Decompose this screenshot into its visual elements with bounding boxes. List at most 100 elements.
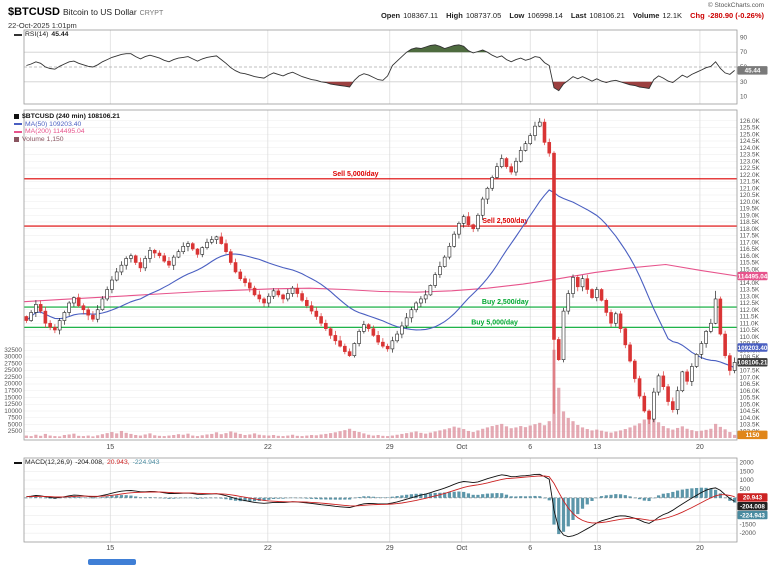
low-label: Low: [509, 11, 525, 20]
x-axis-label: 15: [106, 545, 115, 552]
svg-text:117.0K: 117.0K: [740, 239, 761, 246]
copyright: © StockCharts.com: [707, 2, 764, 9]
svg-text:7500: 7500: [8, 415, 23, 422]
volume-legend: Volume 1,150: [22, 136, 64, 144]
svg-text:30000: 30000: [4, 354, 22, 361]
macd-value: -204.008,: [75, 459, 104, 467]
svg-text:113.0K: 113.0K: [740, 293, 761, 300]
svg-text:115.0K: 115.0K: [740, 266, 761, 273]
svg-text:104.0K: 104.0K: [740, 415, 761, 422]
macd-hist-value: -224.943: [132, 459, 160, 467]
svg-text:123.0K: 123.0K: [740, 158, 761, 165]
axis-callout: [737, 510, 768, 520]
price-legend: $BTCUSD (240 min) 108106.21 MA(50) 10920…: [14, 113, 120, 143]
svg-text:105.0K: 105.0K: [740, 401, 761, 408]
last-label: Last: [570, 11, 587, 20]
volume-swatch: [14, 137, 19, 143]
svg-text:120.0K: 120.0K: [740, 199, 761, 206]
svg-text:109203.40: 109203.40: [738, 345, 768, 352]
x-axis-label: Oct: [456, 444, 468, 451]
volume-value: 12.1K: [662, 11, 683, 20]
svg-text:124.5K: 124.5K: [740, 138, 761, 145]
svg-text:124.0K: 124.0K: [740, 145, 761, 152]
signal-line-label: Buy 5,000/day: [471, 319, 518, 326]
svg-text:20000: 20000: [4, 381, 22, 388]
macd-line: [26, 473, 735, 538]
rsi-legend-name: RSI(14): [25, 31, 49, 39]
price-swatch: [14, 114, 19, 120]
axis-callout: [737, 66, 768, 75]
x-axis-label: 22: [263, 545, 272, 552]
scrollbar-thumb[interactable]: [88, 559, 136, 565]
svg-text:111.0K: 111.0K: [740, 320, 760, 327]
svg-text:118.5K: 118.5K: [740, 219, 761, 226]
rsi-legend: RSI(14) 45.44: [14, 31, 68, 39]
svg-text:126.0K: 126.0K: [740, 118, 761, 125]
macd-signal-line: [26, 475, 735, 524]
rsi-oversold-fill: [321, 81, 674, 91]
ma200-line: [23, 263, 738, 303]
svg-text:15000: 15000: [4, 394, 22, 401]
symbol-name: Bitcoin to US Dollar: [62, 7, 137, 17]
svg-text:121.5K: 121.5K: [740, 179, 761, 186]
x-axis-label: 6: [528, 545, 533, 552]
svg-text:107.0K: 107.0K: [740, 374, 761, 381]
chg-label: Chg: [690, 11, 705, 20]
x-axis-label: 22: [263, 444, 272, 451]
symbol: $BTCUSD: [8, 6, 60, 18]
x-axis-label: 13: [593, 545, 602, 552]
svg-text:106.0K: 106.0K: [740, 388, 761, 395]
macd-swatch: [14, 461, 22, 464]
svg-text:113.5K: 113.5K: [740, 287, 761, 294]
svg-text:45.44: 45.44: [745, 68, 761, 75]
svg-text:122.5K: 122.5K: [740, 165, 761, 172]
x-axis-label: 29: [385, 444, 394, 451]
svg-text:2000: 2000: [740, 459, 755, 466]
svg-text:90: 90: [740, 34, 748, 41]
high-value: 108737.05: [465, 11, 502, 20]
svg-text:1000: 1000: [740, 477, 755, 484]
svg-text:70: 70: [740, 49, 748, 56]
rsi-overbought-fill: [406, 44, 488, 53]
signal-line-label: Sell 2,500/day: [482, 218, 528, 225]
svg-text:120.5K: 120.5K: [740, 192, 761, 199]
x-axis-labels-top: 15 22 29 Oct 6 13 20: [0, 444, 768, 453]
svg-text:121.0K: 121.0K: [740, 185, 761, 192]
ma50-swatch: [14, 123, 22, 126]
macd-legend: MACD(12,26,9) -204.008, 20.943, -224.943: [14, 459, 159, 467]
x-axis-label: 15: [106, 444, 115, 451]
svg-text:-204.008: -204.008: [740, 504, 765, 511]
x-axis-label: Oct: [456, 545, 468, 552]
svg-text:12500: 12500: [4, 401, 22, 408]
axis-callout: [737, 343, 768, 352]
open-label: Open: [380, 11, 401, 20]
svg-text:5000: 5000: [8, 421, 23, 428]
svg-text:20.943: 20.943: [743, 495, 763, 502]
svg-text:118.0K: 118.0K: [740, 226, 761, 233]
svg-text:106.5K: 106.5K: [740, 381, 761, 388]
svg-text:123.5K: 123.5K: [740, 152, 761, 159]
axis-callout: [737, 358, 768, 367]
macd-panel: -2000-1500-1000-500050010001500200020.94…: [23, 457, 768, 543]
svg-text:-224.943: -224.943: [740, 512, 765, 519]
svg-text:17500: 17500: [4, 388, 22, 395]
price-legend-symbol: $BTCUSD (240 min) 108106.21: [22, 113, 120, 121]
x-axis-label: 20: [696, 545, 704, 552]
svg-text:125.0K: 125.0K: [740, 131, 761, 138]
svg-text:119.5K: 119.5K: [740, 206, 761, 213]
svg-text:22500: 22500: [4, 374, 22, 381]
svg-text:107.5K: 107.5K: [740, 368, 761, 375]
svg-text:-2000: -2000: [740, 530, 757, 537]
svg-text:104.5K: 104.5K: [740, 408, 761, 415]
volume-label: Volume: [632, 11, 660, 20]
rsi-line: [26, 44, 735, 92]
svg-text:25000: 25000: [4, 367, 22, 374]
svg-text:32500: 32500: [4, 347, 22, 354]
rsi-legend-value: 45.44: [51, 31, 69, 39]
svg-text:108.5K: 108.5K: [740, 354, 761, 361]
svg-text:116.0K: 116.0K: [740, 253, 761, 260]
svg-text:112.0K: 112.0K: [740, 307, 761, 314]
x-axis-label: 29: [385, 545, 394, 552]
svg-text:114495.04: 114495.04: [738, 273, 768, 280]
exchange: CRYPT: [139, 10, 164, 17]
